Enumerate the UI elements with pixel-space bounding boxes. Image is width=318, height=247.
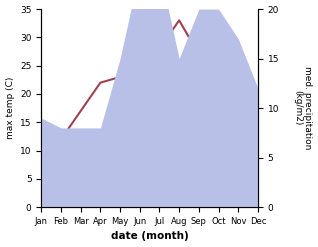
Y-axis label: med. precipitation
(kg/m2): med. precipitation (kg/m2) <box>293 66 313 150</box>
X-axis label: date (month): date (month) <box>111 231 189 242</box>
Y-axis label: max temp (C): max temp (C) <box>5 77 15 139</box>
